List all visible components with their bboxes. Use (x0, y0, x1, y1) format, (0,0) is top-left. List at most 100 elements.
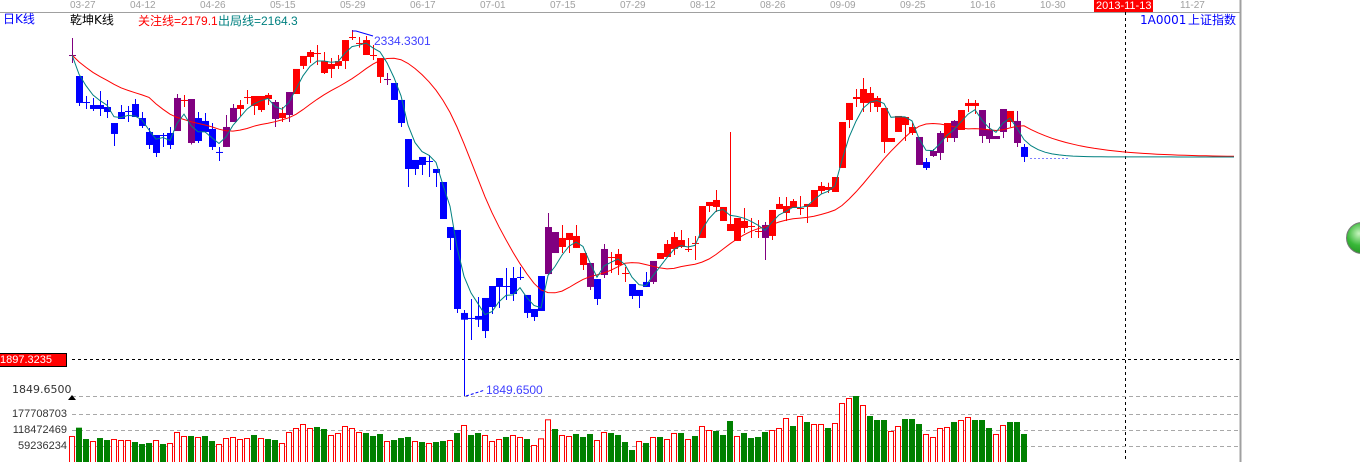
candle (517, 266, 524, 280)
candle (328, 58, 335, 78)
candle-body (888, 138, 895, 142)
candle (734, 217, 741, 241)
volume-bar (314, 426, 320, 462)
period-label[interactable]: 日K线 (3, 12, 35, 26)
volume-bar (265, 439, 271, 462)
volume-bar (146, 443, 152, 462)
candle (1000, 108, 1007, 139)
candle (678, 229, 685, 248)
candle (118, 105, 125, 119)
indicator-lines (71, 42, 1235, 316)
candle (594, 279, 601, 306)
candle (874, 95, 881, 113)
candle-body (993, 136, 1000, 140)
candle-body (146, 131, 153, 145)
candle-body (391, 82, 398, 100)
candle-body (328, 63, 335, 69)
volume-bar (496, 439, 502, 462)
candle-body (853, 97, 860, 100)
candle (1021, 143, 1028, 163)
date-tick: 07-29 (620, 0, 646, 11)
volume-bar (790, 425, 796, 462)
candle (426, 154, 433, 178)
candle-body (986, 129, 993, 140)
candle-body (405, 139, 412, 169)
candle (706, 201, 713, 212)
volume-bar (972, 419, 978, 462)
candle (685, 237, 692, 252)
volume-bar (307, 427, 313, 462)
volume-bar (762, 431, 768, 462)
volume-bar (573, 433, 579, 462)
candle-body (629, 284, 636, 296)
volume-bar (377, 433, 383, 462)
volume-bar (874, 419, 880, 462)
low-axis-label: 1849.6500 (12, 383, 72, 396)
date-tick: 11-27 (1180, 0, 1205, 11)
candle (146, 128, 153, 149)
candle-body (426, 160, 433, 162)
volume-bar (300, 423, 306, 462)
candle-body (909, 126, 916, 134)
candle (979, 110, 986, 143)
candle (307, 50, 314, 64)
indicator-name: 乾坤K线 (70, 13, 114, 27)
volume-bar (818, 423, 824, 462)
candle-body (83, 102, 90, 104)
volume-bar (132, 442, 138, 462)
volume-bar (727, 420, 733, 462)
volume-bar (160, 444, 166, 462)
volume-bar (69, 435, 75, 462)
volume-bar (958, 419, 964, 462)
high-price-annotation: 2334.3301 (374, 34, 431, 48)
volume-bar (902, 418, 908, 462)
candle (993, 136, 1000, 140)
candle (720, 206, 727, 221)
candle (916, 136, 923, 165)
volume-bar (566, 435, 572, 462)
volume-bar (349, 427, 355, 462)
candle (363, 35, 370, 56)
candle-body (867, 92, 874, 103)
candle-body (237, 105, 244, 109)
candle-body (293, 68, 300, 95)
candle (475, 297, 482, 327)
candle-body (545, 227, 552, 275)
candle (419, 156, 426, 176)
candle (867, 87, 874, 113)
candle (559, 224, 566, 254)
volume-bar (461, 424, 467, 462)
candle-body (860, 89, 867, 103)
candle-body (916, 136, 923, 165)
candle-body (685, 248, 692, 250)
candle (181, 94, 188, 108)
candle (629, 284, 636, 300)
volume-tick-1: 177708703 (11, 408, 67, 420)
volume-bar (251, 434, 257, 462)
candle-body (1000, 108, 1007, 132)
volume-bar (734, 435, 740, 462)
volume-bar (125, 440, 131, 462)
candle-body (398, 99, 405, 124)
volume-layer (69, 396, 1027, 462)
volume-bar (650, 436, 656, 462)
candle-body (531, 308, 538, 317)
date-tick: 04-26 (200, 0, 226, 11)
candle-body (594, 279, 601, 300)
volume-bar (951, 421, 957, 462)
candle (83, 95, 90, 109)
candle-body (769, 209, 776, 236)
candle-body (419, 156, 426, 165)
volume-bar (202, 435, 208, 462)
candle (888, 138, 895, 142)
low-marker-icon (68, 395, 76, 400)
candle (727, 131, 734, 231)
symbol-name: 上证指数 (1188, 13, 1237, 27)
candle (447, 227, 454, 251)
candle-body (118, 112, 125, 119)
candle (258, 95, 265, 113)
volume-bar (244, 438, 250, 462)
candle-body (552, 232, 559, 254)
candle-body (258, 95, 265, 111)
